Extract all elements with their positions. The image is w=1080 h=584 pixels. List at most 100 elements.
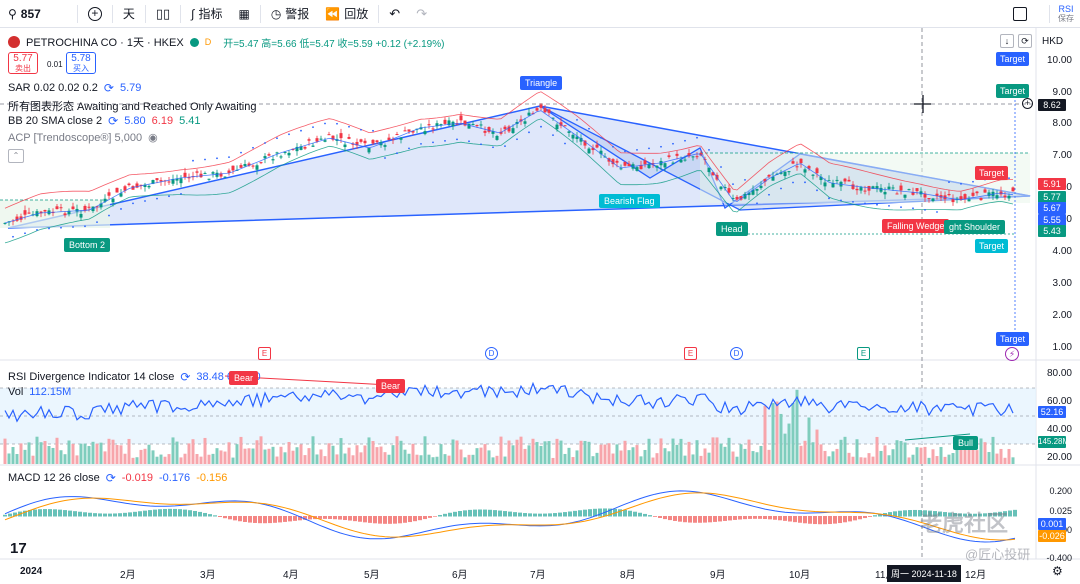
settings-cycle-icon[interactable]: ⟳ [103, 81, 114, 95]
sar-label: SAR 0.02 0.02 0.2 [8, 82, 98, 94]
macd-bar [1003, 511, 1007, 517]
rsi-legend[interactable]: RSI Divergence Indicator 14 close ⟳ 38.4… [8, 370, 261, 384]
interval-label: 天 [122, 7, 135, 21]
volume-bar [947, 454, 951, 464]
candle-body [903, 194, 907, 198]
scroll-down-button[interactable]: ↓ [1000, 34, 1014, 48]
candle-body [623, 161, 627, 166]
add-price-alert-icon[interactable]: + [1022, 98, 1033, 109]
time-axis-settings-icon[interactable]: ⚙ [1052, 564, 1063, 578]
buy-button[interactable]: 5.78 买入 [66, 52, 96, 74]
symbol-legend[interactable]: PETROCHINA CO · 1天 · HKEX D 开=5.47 高=5.6… [8, 34, 444, 50]
bearish-flag-label[interactable]: Bearish Flag [599, 194, 660, 208]
sar-legend[interactable]: SAR 0.02 0.02 0.2 ⟳ 5.79 [8, 81, 141, 95]
volume-bar [831, 451, 835, 464]
bear-label[interactable]: Bear [376, 379, 406, 393]
candle-body [183, 172, 187, 178]
volume-bar [159, 454, 163, 464]
eye-hidden-icon[interactable]: ◉ [148, 132, 158, 144]
sar-dot [348, 125, 350, 128]
lightning-event-icon[interactable]: ⚡ [1005, 347, 1019, 361]
bull-divergence-line [904, 433, 971, 441]
candle-body [463, 120, 467, 126]
target-label[interactable]: Target [996, 332, 1030, 346]
macd-hist-value: -0.019 [121, 472, 153, 484]
chart-type-button[interactable]: ▯▯ [148, 0, 178, 28]
target-label[interactable]: Target [996, 52, 1030, 66]
volume-bar [111, 439, 115, 464]
interval-button[interactable]: 天 [115, 0, 143, 28]
alert-button[interactable]: ◷ 警报 [263, 0, 318, 28]
time-tick-label: 4月 [283, 570, 299, 581]
right-shoulder-label[interactable]: ght Shoulder [944, 220, 1006, 234]
bottom2-label[interactable]: Bottom 2 [64, 238, 111, 252]
target-label[interactable]: Target [975, 239, 1009, 253]
rsi-line[interactable] [4, 381, 1014, 423]
volume-bar [475, 448, 479, 464]
volume-bar [899, 441, 903, 464]
candle-body [471, 124, 475, 126]
undo-button[interactable]: ↶ [381, 0, 408, 28]
earnings-event-icon[interactable]: E [857, 347, 870, 360]
macd-bar [283, 516, 287, 522]
macd-bar [88, 512, 92, 517]
sar-dot [240, 151, 242, 154]
currency-selector[interactable]: HKD [1042, 36, 1064, 47]
acp-legend[interactable]: ACP [Trendoscope®] 5,000 ◉ [8, 131, 158, 145]
candle-body [491, 131, 495, 134]
macd-bar [448, 512, 452, 517]
head-label[interactable]: Head [716, 222, 748, 236]
macd-legend[interactable]: MACD 12 26 close ⟳ -0.019 -0.176 -0.156 [8, 471, 227, 485]
volume-bar [843, 436, 847, 464]
candle-body [1011, 187, 1015, 192]
macd-bar [438, 514, 442, 517]
candle-body [295, 146, 299, 152]
sar-value: 5.79 [119, 82, 142, 94]
collapse-legend-icon[interactable]: ⌃ [8, 149, 24, 163]
chart-area[interactable]: PETROCHINA CO · 1天 · HKEX D 开=5.47 高=5.6… [0, 28, 1080, 584]
volume-legend[interactable]: Vol 112.15M [8, 386, 71, 398]
fullscreen-icon[interactable] [1013, 7, 1027, 21]
compare-button[interactable]: + [80, 0, 110, 28]
indicators-button[interactable]: ∫ 指标 [183, 0, 230, 28]
patterns-legend[interactable]: 所有图表形态 Awaiting and Reached Only Awaitin… [8, 98, 256, 114]
symbol-search[interactable]: ⚲ 857 [0, 0, 49, 28]
volume-bar [15, 454, 19, 464]
candle-body [891, 187, 895, 189]
earnings-event-icon[interactable]: E [258, 347, 271, 360]
layout-save-button[interactable]: RSI 保存 [1052, 4, 1080, 24]
macd-bar [68, 510, 72, 517]
macd-bar [323, 516, 327, 519]
dividend-event-icon[interactable]: D [485, 347, 498, 360]
candle-body [571, 134, 575, 139]
earnings-event-icon[interactable]: E [684, 347, 697, 360]
bb-legend[interactable]: BB 20 SMA close 2 ⟳ 5.80 6.19 5.41 [8, 114, 201, 128]
target-label[interactable]: Target [996, 84, 1030, 98]
macd-bar [498, 510, 502, 517]
macd-bar [788, 516, 792, 522]
templates-button[interactable]: ▦ [230, 0, 257, 28]
macd-bar [698, 516, 702, 523]
macd-bar [563, 512, 567, 517]
bear-label[interactable]: Bear [229, 371, 259, 385]
macd-bar [233, 516, 237, 521]
replay-button[interactable]: ⏪ 回放 [317, 0, 376, 28]
candle-body [95, 206, 99, 208]
triangle-label[interactable]: Triangle [520, 76, 563, 90]
volume-bar [923, 446, 927, 464]
target-label[interactable]: Target [975, 166, 1009, 180]
settings-cycle-icon[interactable]: ⟳ [180, 370, 191, 384]
reset-scale-button[interactable]: ⟳ [1018, 34, 1032, 48]
dividend-event-icon[interactable]: D [730, 347, 743, 360]
sar-dot [576, 119, 578, 121]
redo-button[interactable]: ↷ [408, 0, 435, 28]
bull-label[interactable]: Bull [953, 436, 979, 450]
settings-cycle-icon[interactable]: ⟳ [108, 114, 119, 128]
candle-body [547, 109, 551, 113]
sell-button[interactable]: 5.77 卖出 [8, 52, 38, 74]
volume-bar [611, 453, 615, 464]
volume-bar [687, 441, 691, 464]
candle-body [627, 163, 631, 167]
falling-wedge-label[interactable]: Falling Wedge [882, 219, 950, 233]
settings-cycle-icon[interactable]: ⟳ [105, 471, 116, 485]
